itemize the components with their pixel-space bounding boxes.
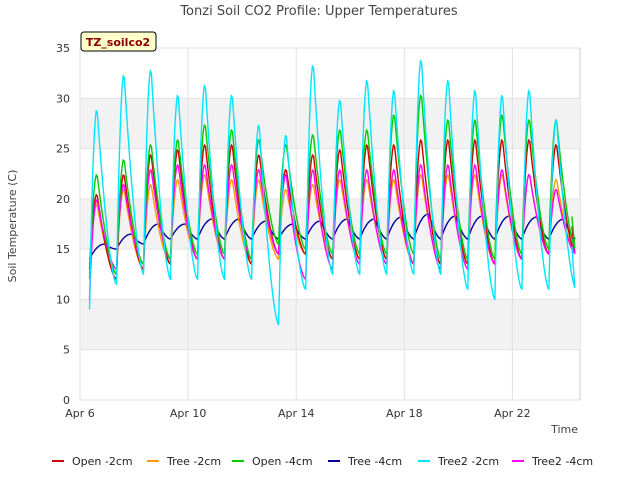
series-lines bbox=[88, 59, 576, 326]
legend-label: Tree2 -2cm bbox=[437, 455, 499, 468]
x-tick-label: Apr 14 bbox=[278, 407, 315, 420]
x-tick-label: Apr 6 bbox=[65, 407, 95, 420]
legend-label: Open -2cm bbox=[72, 455, 133, 468]
x-tick-label: Apr 18 bbox=[386, 407, 423, 420]
x-axis-label: Time bbox=[550, 423, 578, 436]
legend-label: Open -4cm bbox=[252, 455, 313, 468]
legend: Open -2cm Tree -2cm Open -4cm Tree -4cm Tree… bbox=[52, 455, 593, 468]
site-tag: TZ_soilco2 bbox=[80, 31, 157, 52]
grid-band bbox=[80, 299, 580, 350]
x-axis: Apr 6 Apr 10 Apr 14 Apr 18 Apr 22 bbox=[65, 407, 530, 420]
y-tick-label: 30 bbox=[56, 92, 70, 105]
y-tick-label: 0 bbox=[63, 394, 70, 407]
chart-title: Tonzi Soil CO2 Profile: Upper Temperatur… bbox=[179, 4, 458, 19]
legend-label: Tree -4cm bbox=[347, 455, 402, 468]
site-tag-text: TZ_soilco2 bbox=[86, 36, 150, 49]
y-tick-label: 5 bbox=[63, 344, 70, 357]
legend-label: Tree2 -4cm bbox=[531, 455, 593, 468]
y-tick-label: 15 bbox=[56, 243, 70, 256]
series-line-tree2-2cm bbox=[88, 59, 576, 326]
y-tick-label: 25 bbox=[56, 143, 70, 156]
x-tick-label: Apr 22 bbox=[494, 407, 531, 420]
y-axis-label: Soil Temperature (C) bbox=[6, 170, 19, 283]
grid-band bbox=[80, 98, 580, 149]
legend-label: Tree -2cm bbox=[166, 455, 221, 468]
plot-area bbox=[79, 47, 581, 401]
y-tick-label: 20 bbox=[56, 193, 70, 206]
x-tick-label: Apr 10 bbox=[170, 407, 207, 420]
y-tick-label: 35 bbox=[56, 42, 70, 55]
y-axis: 0 5 10 15 20 25 30 35 bbox=[56, 42, 70, 407]
site-tag-box bbox=[80, 31, 157, 52]
y-tick-label: 10 bbox=[56, 293, 70, 306]
